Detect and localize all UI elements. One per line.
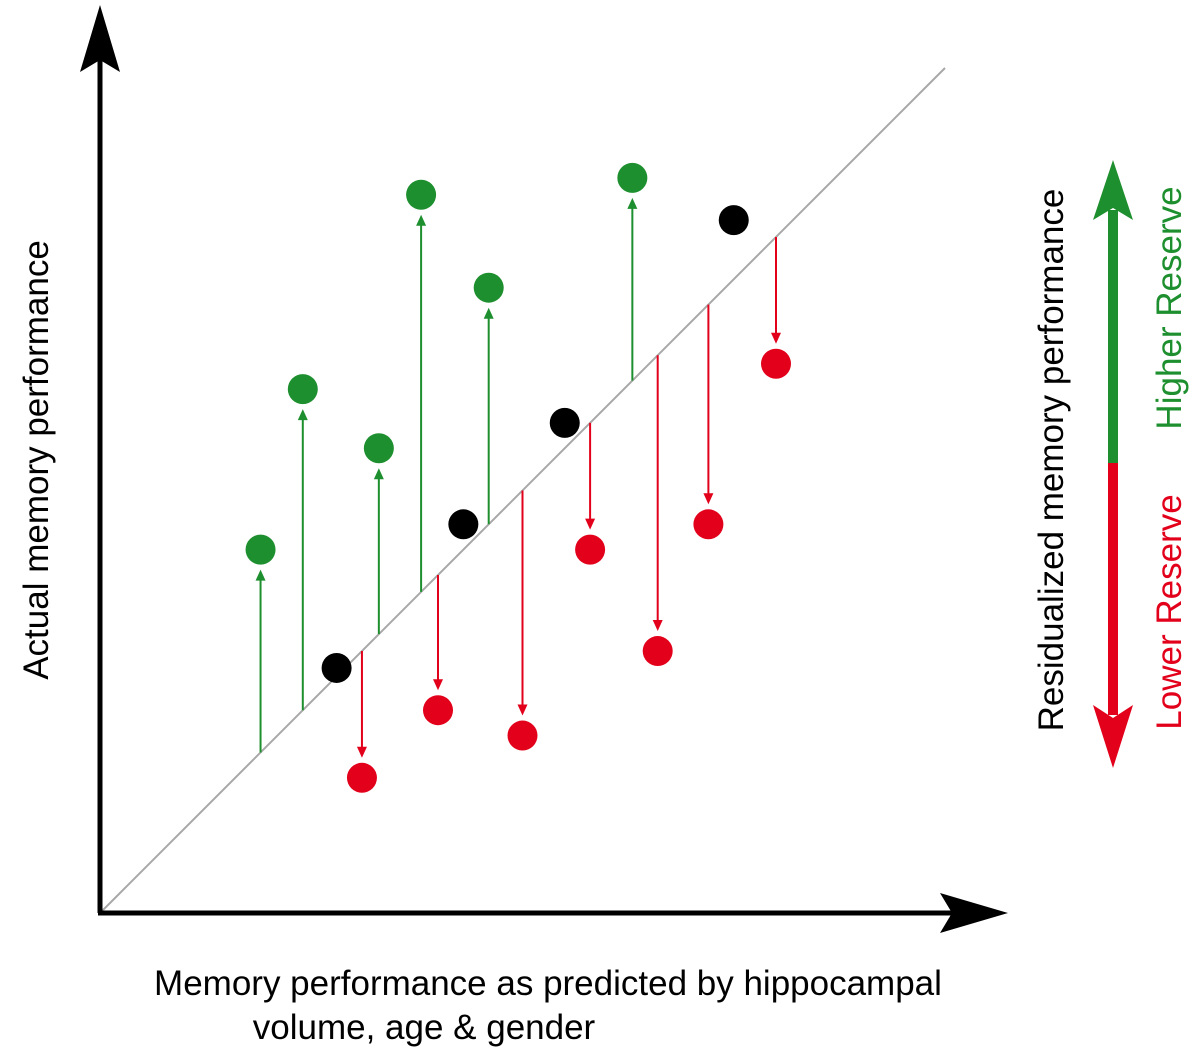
residual-arrowhead-8	[483, 307, 494, 319]
data-point-lower-16	[761, 348, 791, 379]
data-point-higher-12	[617, 162, 648, 193]
residual-arrowhead-0	[255, 569, 266, 581]
data-point-lower-13	[642, 636, 673, 667]
data-point-on_line-10	[549, 407, 580, 438]
reserve-arrow-up-head	[1093, 160, 1133, 220]
data-point-higher-5	[406, 179, 437, 210]
residual-arrowhead-14	[703, 493, 714, 505]
y-axis-arrowhead	[80, 5, 120, 72]
residual-arrowhead-13	[652, 620, 663, 632]
y-axis	[80, 5, 120, 913]
residual-arrowhead-5	[416, 214, 427, 226]
data-point-on_line-7	[448, 509, 479, 540]
data-point-lower-11	[575, 534, 606, 565]
residual-arrowhead-4	[373, 468, 384, 480]
data-point-higher-1	[287, 374, 318, 405]
residual-arrowhead-6	[433, 679, 443, 691]
data-point-lower-3	[346, 762, 377, 793]
data-point-higher-0	[245, 534, 276, 565]
lower-reserve-label: Lower Reserve	[1150, 494, 1189, 729]
data-point-lower-6	[423, 695, 453, 726]
data-point-higher-4	[363, 433, 394, 464]
data-point-on_line-15	[718, 205, 749, 236]
higher-reserve-label: Higher Reserve	[1150, 186, 1189, 429]
residual-axis-label: Residualized memory performance	[1032, 189, 1071, 732]
data-point-lower-9	[507, 720, 538, 751]
residual-arrowhead-3	[356, 746, 367, 758]
x-axis	[98, 893, 1008, 933]
residual-arrowhead-1	[297, 409, 308, 421]
data-point-lower-14	[693, 509, 724, 540]
reserve-scale-arrow	[1093, 160, 1133, 768]
data-point-on_line-2	[321, 652, 352, 683]
reserve-arrow-down-head	[1093, 705, 1133, 768]
x-axis-label-line2: volume, age & gender	[253, 1008, 596, 1047]
residual-arrowhead-11	[585, 518, 596, 530]
x-axis-label-line1: Memory performance as predicted by hippo…	[154, 964, 942, 1003]
data-point-higher-8	[473, 272, 504, 303]
x-axis-arrowhead	[940, 893, 1008, 933]
residual-arrowhead-9	[517, 704, 528, 716]
y-axis-label: Actual memory performance	[17, 240, 56, 680]
residual-arrowhead-16	[771, 332, 781, 344]
residual-arrowhead-12	[627, 197, 638, 209]
